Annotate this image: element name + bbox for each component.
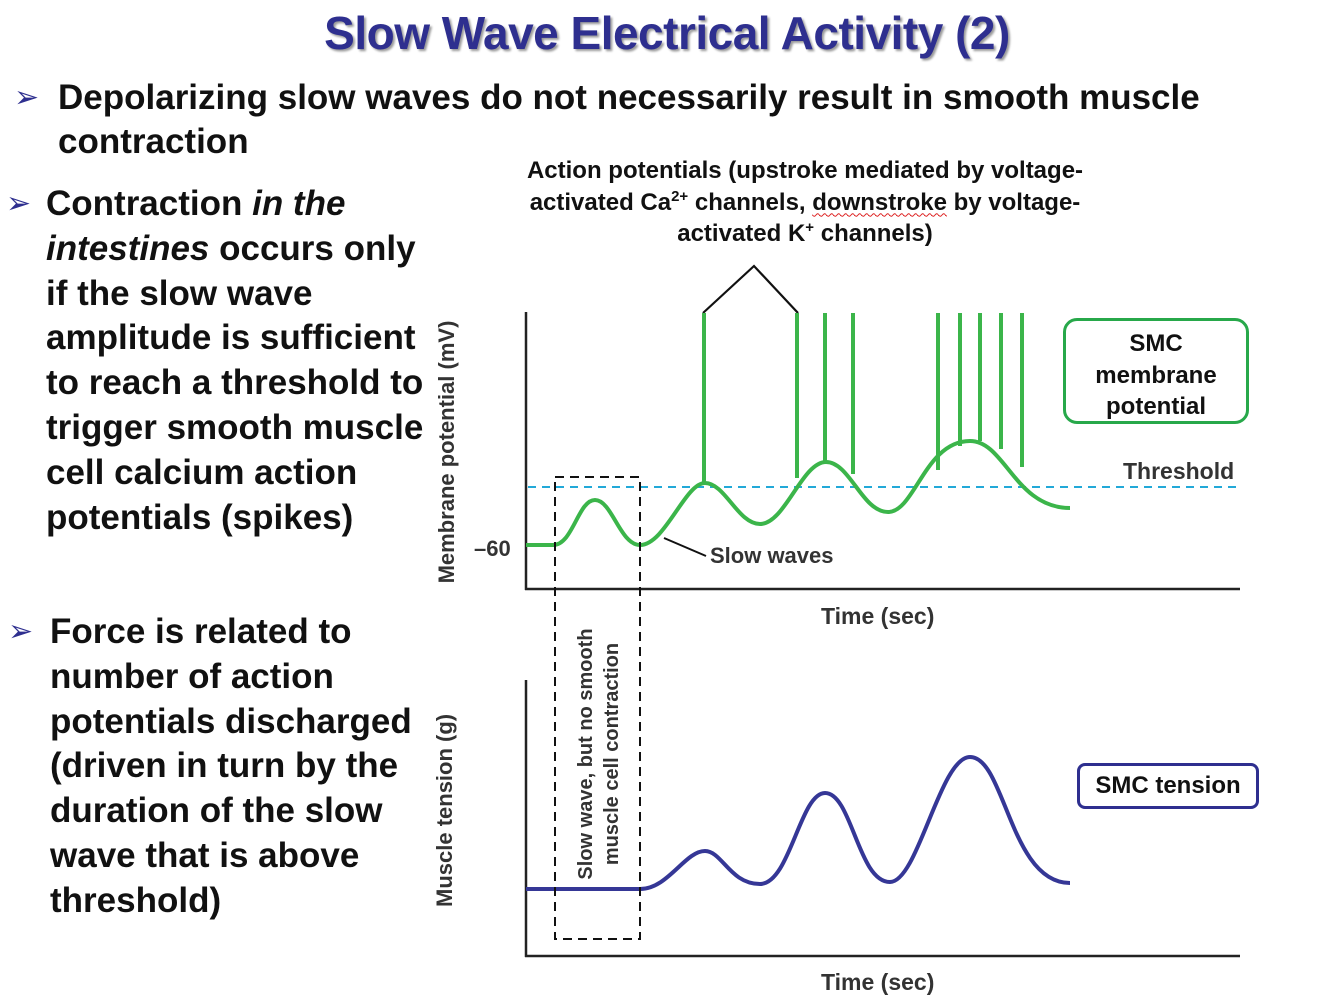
bullet-force: ➢ Force is related to number of action p… [8, 610, 428, 924]
no-contraction-dashed-box [554, 476, 641, 940]
bullet-arrow-icon: ➢ [6, 187, 32, 220]
dashed-box-label: Slow wave, but no smooth muscle cell con… [573, 609, 625, 899]
bullet-text: Contraction in the intestines occurs onl… [46, 182, 426, 540]
dashed-box-label-line: muscle cell contraction [601, 642, 623, 866]
bottom-x-axis-label: Time (sec) [821, 969, 935, 995]
caption-line-2b: channels, [688, 188, 813, 216]
muscle-tension-trace [526, 754, 1071, 891]
smc-membrane-potential-legend: SMC membrane potential [1063, 318, 1249, 424]
dashed-box-label-line: Slow wave, but no smooth [575, 628, 597, 880]
top-y-axis-label: Membrane potential (mV) [434, 320, 459, 584]
slow-waves-label: Slow waves [710, 543, 834, 568]
smc-tension-legend: SMC tension [1077, 763, 1259, 809]
slide-title: Slow Wave Electrical Activity (2) [324, 7, 1010, 59]
bullet-arrow-icon: ➢ [8, 615, 34, 648]
membrane-potential-trace [526, 438, 1071, 548]
caption-line-1: Action potentials (upstroke mediated by … [526, 157, 1084, 184]
top-x-axis-label: Time (sec) [821, 603, 935, 629]
bullet-text-post: occurs only if the slow wave amplitude i… [46, 228, 424, 537]
caption-k-superscript: + [805, 219, 815, 236]
legend-line: membrane [1095, 361, 1217, 389]
legend-line: potential [1106, 393, 1206, 420]
bullet-contraction: ➢ Contraction in the intestines occurs o… [6, 182, 426, 540]
slow-waves-pointer [663, 537, 707, 557]
bullet-text: Force is related to number of action pot… [50, 612, 412, 920]
caption-pointer [702, 264, 799, 314]
action-potential-spikes [702, 313, 1024, 484]
caption-line-2a: activated Ca [529, 188, 672, 216]
bullet-slow-waves: ➢ Depolarizing slow waves do not necessa… [14, 76, 1314, 164]
bullet-text: Depolarizing slow waves do not necessari… [58, 78, 1200, 161]
bullet-text-pre: Contraction [46, 184, 253, 223]
bullet-arrow-icon: ➢ [14, 81, 40, 114]
bullet-text-italic: in the intestines [46, 184, 346, 268]
caption-line-3a: activated K [677, 220, 806, 247]
bottom-y-axis-label: Muscle tension (g) [432, 713, 457, 907]
threshold-label: Threshold [1123, 458, 1235, 484]
action-potential-caption: Action potentials (upstroke mediated by … [470, 155, 1140, 250]
caption-downstroke: downstroke [812, 188, 947, 216]
y-tick-minus-60: –60 [474, 536, 511, 561]
caption-line-2d: by voltage- [946, 188, 1081, 216]
legend-line: SMC [1129, 330, 1183, 357]
caption-line-3b: channels) [814, 220, 933, 247]
caption-ca-superscript: 2+ [671, 187, 689, 205]
